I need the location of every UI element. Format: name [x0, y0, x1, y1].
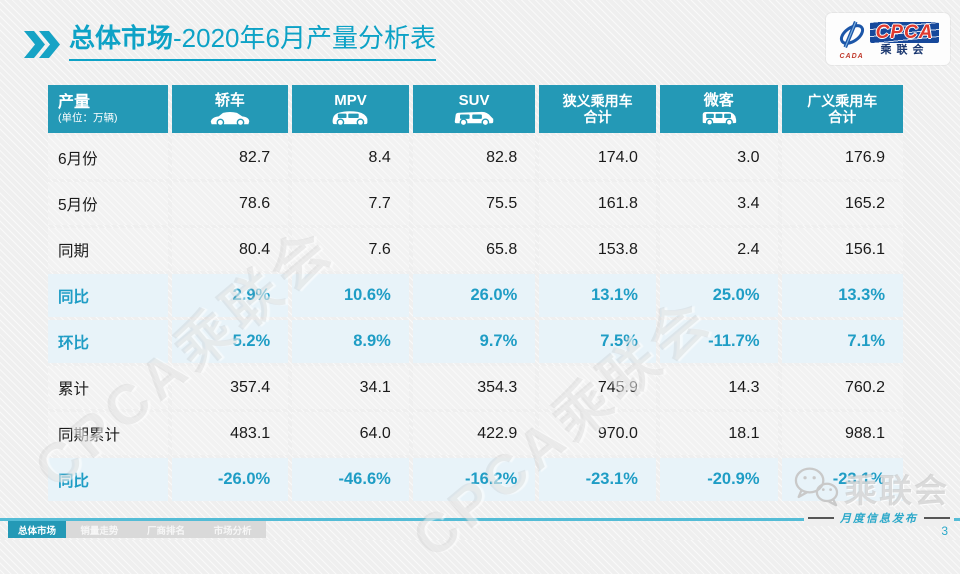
header-cell: 轿车: [171, 85, 289, 133]
table-cell: 483.1: [171, 412, 289, 455]
table-cell: 7.1%: [781, 320, 903, 363]
table-cell: 75.5: [412, 182, 536, 225]
table-cell: -23.1%: [539, 458, 656, 501]
table-cell: -20.9%: [659, 458, 778, 501]
table-cell: -26.0%: [171, 458, 289, 501]
table-row-label: 累计: [48, 366, 168, 409]
header-cell: 微客: [659, 85, 778, 133]
footer-tab[interactable]: 销量走势: [80, 525, 119, 537]
table-cell: 13.1%: [539, 274, 656, 317]
suv-icon: [453, 111, 495, 127]
production-table: 产量 (单位：万辆) 轿车 MPV SUV 狭义乘用车 合计 微客 广义乘用车 合计 6月份 82.7…: [48, 85, 903, 501]
table-cell: -16.2%: [412, 458, 536, 501]
sedan-icon: [209, 111, 251, 126]
header-cell: 狭义乘用车 合计: [539, 85, 656, 133]
cada-swoosh-icon: CADA: [837, 19, 867, 60]
table-cell: 64.0: [292, 412, 409, 455]
footer-note: 月度信息发布: [804, 510, 954, 526]
table-cell: -23.1%: [781, 458, 903, 501]
footer-tab-active[interactable]: 总体市场: [8, 521, 66, 538]
double-chevron-icon: [24, 31, 60, 63]
footer-tab[interactable]: 市场分析: [213, 525, 252, 537]
table-row-label: 同比: [48, 274, 168, 317]
table-cell: 7.6: [292, 228, 409, 271]
table-row-label: 同期: [48, 228, 168, 271]
header-cell-unit: 产量 (单位：万辆): [48, 85, 168, 133]
cada-label: CADA: [839, 52, 864, 60]
table-cell: 161.8: [539, 182, 656, 225]
note-dash-right: [924, 517, 950, 519]
table-row-label: 环比: [48, 320, 168, 363]
header-cell: 广义乘用车 合计: [781, 85, 903, 133]
table-cell: 34.1: [292, 366, 409, 409]
table-row-label: 6月份: [48, 136, 168, 179]
page-number: 3: [941, 524, 948, 538]
table-cell: -46.6%: [292, 458, 409, 501]
mpv-icon: [330, 111, 370, 127]
table-row-label: 5月份: [48, 182, 168, 225]
table-cell: 153.8: [539, 228, 656, 271]
table-cell: 3.0: [659, 136, 778, 179]
table-cell: 82.8: [412, 136, 536, 179]
header-cell: MPV: [292, 85, 409, 133]
table-cell: 422.9: [412, 412, 536, 455]
table-cell: 7.7: [292, 182, 409, 225]
table-cell: 82.7: [171, 136, 289, 179]
table-cell: 8.9%: [292, 320, 409, 363]
table-cell: 9.7%: [412, 320, 536, 363]
note-dash-left: [808, 517, 834, 519]
table-cell: 5.2%: [171, 320, 289, 363]
table-cell: 25.0%: [659, 274, 778, 317]
table-cell: 2.4: [659, 228, 778, 271]
cpca-wordmark: CPCA: [869, 22, 940, 43]
table-cell: 357.4: [171, 366, 289, 409]
table-cell: 78.6: [171, 182, 289, 225]
cpca-sub-label: 乘联会: [880, 44, 929, 56]
table-row-label: 同期累计: [48, 412, 168, 455]
table-cell: 3.4: [659, 182, 778, 225]
table-cell: 165.2: [781, 182, 903, 225]
table-cell: 2.9%: [171, 274, 289, 317]
table-row-label: 同比: [48, 458, 168, 501]
footer-tab-strip: 销量走势 厂商排名 市场分析: [66, 521, 266, 538]
table-cell: 18.1: [659, 412, 778, 455]
header-cell: SUV: [412, 85, 536, 133]
page-title: 总体市场-2020年6月产量分析表: [69, 23, 436, 61]
table-cell: 970.0: [539, 412, 656, 455]
table-cell: 65.8: [412, 228, 536, 271]
table-cell: 26.0%: [412, 274, 536, 317]
microvan-icon: [701, 111, 737, 127]
table-cell: 10.6%: [292, 274, 409, 317]
table-cell: 8.4: [292, 136, 409, 179]
footer-divider-line: [0, 518, 960, 521]
table-cell: 760.2: [781, 366, 903, 409]
table-cell: 156.1: [781, 228, 903, 271]
page-title-prefix: 总体市场: [69, 23, 174, 53]
footer-tab[interactable]: 厂商排名: [147, 525, 186, 537]
slide-title-block: 总体市场-2020年6月产量分析表: [24, 23, 436, 63]
table-cell: 13.3%: [781, 274, 903, 317]
cpca-logo: CADA CPCA 乘联会: [826, 13, 950, 65]
table-cell: 745.9: [539, 366, 656, 409]
table-cell: 354.3: [412, 366, 536, 409]
table-cell: 80.4: [171, 228, 289, 271]
table-cell: 988.1: [781, 412, 903, 455]
table-cell: 7.5%: [539, 320, 656, 363]
footer-note-text: 月度信息发布: [840, 513, 918, 525]
table-cell: 176.9: [781, 136, 903, 179]
table-cell: 174.0: [539, 136, 656, 179]
table-cell: -11.7%: [659, 320, 778, 363]
table-cell: 14.3: [659, 366, 778, 409]
footer-nav: 总体市场 销量走势 厂商排名 市场分析: [8, 521, 266, 538]
page-title-suffix: -2020年6月产量分析表: [173, 23, 436, 53]
